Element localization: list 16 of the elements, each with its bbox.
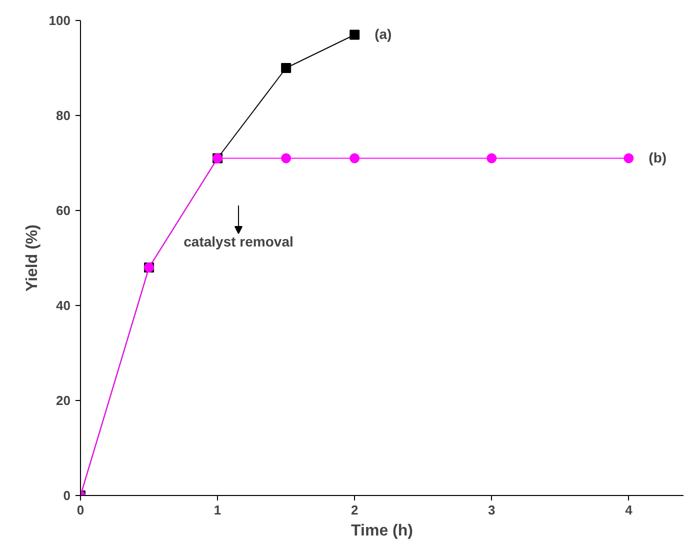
x-tick-label: 3 xyxy=(488,502,496,518)
x-axis-title: Time (h) xyxy=(351,522,413,540)
x-tick-label: 4 xyxy=(625,502,634,518)
y-tick-label: 20 xyxy=(56,393,71,408)
x-tick-label: 2 xyxy=(350,502,358,518)
x-tick-label: 1 xyxy=(214,502,222,518)
series-label: (b) xyxy=(648,149,667,166)
y-tick-label: 0 xyxy=(63,488,71,503)
y-tick-label: 80 xyxy=(56,108,71,123)
series-label: (a) xyxy=(374,26,392,42)
y-tick-label: 100 xyxy=(48,13,71,28)
y-tick-label: 60 xyxy=(56,203,71,218)
x-tick-label: 0 xyxy=(76,502,84,518)
y-tick-label: 40 xyxy=(56,298,71,313)
y-axis-title: Yield (%) xyxy=(24,224,41,292)
annotation: catalyst removal xyxy=(184,234,294,250)
